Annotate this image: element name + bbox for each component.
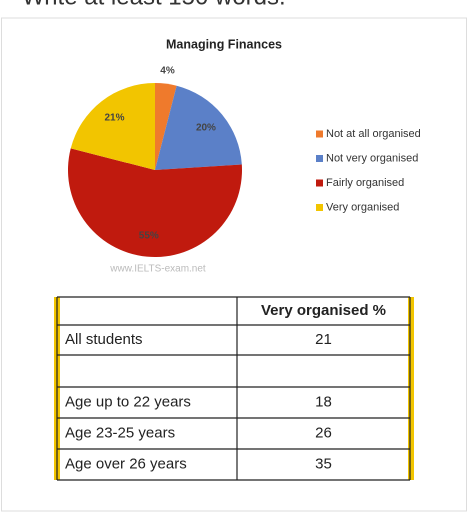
table-cell: 35 [315,455,332,472]
legend-swatch [316,155,323,162]
slice-label: 55% [139,230,159,241]
table-cell: 26 [315,424,332,441]
legend-label: Very organised [326,201,399,213]
pie-slice [155,83,177,170]
table-cell: 18 [315,393,332,410]
slice-label: 4% [160,65,175,76]
legend-swatch [316,130,323,138]
legend-label: Not at all organised [326,128,421,140]
pie-slice [155,85,242,170]
watermark: www.IELTS-exam.net [109,264,206,275]
legend-label: Fairly organised [326,177,404,189]
table-header: Very organised % [261,302,386,319]
slice-label: 21% [104,112,124,123]
pie-slice [70,83,155,170]
legend-swatch [316,179,323,187]
table-cell: Age 23-25 years [65,424,175,441]
table-accent-right [408,297,414,480]
legend-swatch [316,204,323,211]
slice-label: 20% [196,122,216,133]
table-cell: 21 [315,331,332,348]
table-cell: All students [65,331,143,348]
table-cell: Age over 26 years [65,455,187,472]
instruction: Write at least 150 words. [22,0,286,10]
pie-slice [68,148,243,258]
frame [1,17,467,512]
table-cell: Age up to 22 years [65,393,191,410]
legend-label: Not very organised [326,152,418,164]
chart-title: Managing Finances [166,37,282,51]
